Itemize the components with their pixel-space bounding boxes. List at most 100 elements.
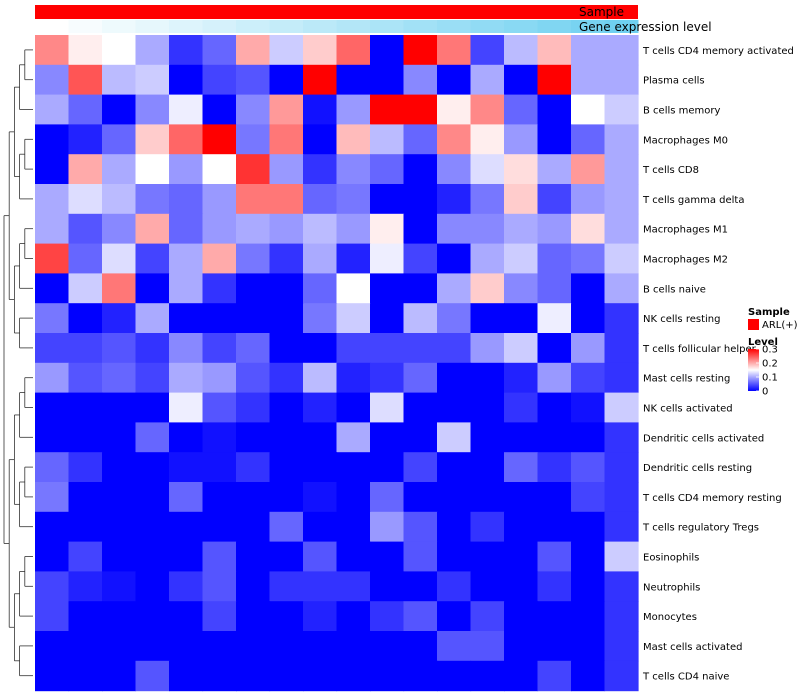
heatmap-cell	[470, 511, 505, 543]
heatmap-cell	[370, 64, 405, 96]
heatmap-cell	[102, 273, 137, 304]
heatmap-cell	[269, 333, 304, 364]
heatmap-cell	[504, 154, 539, 185]
heatmap-cell	[202, 631, 237, 662]
legend: Sample ARL(+) Level 0.3 0.2 0.1 0	[748, 307, 798, 398]
heatmap-cell	[336, 64, 371, 96]
heatmap-cell	[202, 184, 237, 215]
row-label: NK cells resting	[643, 314, 720, 325]
heatmap-cell	[135, 601, 170, 632]
heatmap-cell	[571, 64, 606, 96]
heatmap-cell	[571, 303, 606, 334]
heatmap-cell	[470, 571, 505, 602]
heatmap-cell	[269, 303, 304, 334]
legend-colorbar	[748, 349, 759, 391]
row-label: T cells gamma delta	[642, 195, 744, 206]
heatmap-cell	[504, 303, 539, 334]
heatmap-cell	[604, 541, 639, 572]
heatmap-cell	[169, 482, 204, 513]
heatmap-cell	[470, 124, 505, 155]
heatmap-cell	[403, 94, 438, 125]
sample-annotation-bar	[35, 5, 638, 19]
heatmap-cell	[135, 422, 170, 453]
heatmap-cell	[336, 452, 371, 483]
heatmap-cell	[269, 64, 304, 96]
heatmap-cell	[537, 362, 572, 394]
heatmap-cell	[370, 303, 405, 334]
row-label: NK cells activated	[643, 404, 733, 415]
heatmap-cell	[437, 601, 472, 632]
heatmap-cell	[269, 541, 304, 572]
gene-expression-annotation-cell	[537, 20, 572, 33]
heatmap-cell	[370, 154, 405, 185]
heatmap-cell	[504, 482, 539, 513]
heatmap-cell	[370, 94, 405, 125]
heatmap-cell	[303, 64, 338, 96]
heatmap-cell	[470, 213, 505, 245]
heatmap-cell	[303, 571, 338, 602]
row-label: Mast cells activated	[643, 642, 742, 653]
heatmap-cell	[336, 213, 371, 245]
heatmap-cell	[571, 541, 606, 572]
heatmap-cell	[102, 303, 137, 334]
heatmap-cell	[504, 541, 539, 572]
heatmap-cell	[102, 511, 137, 543]
heatmap-cell	[470, 631, 505, 662]
heatmap-cell	[336, 660, 371, 692]
row-label: B cells memory	[643, 106, 720, 117]
heatmap-cell	[403, 154, 438, 185]
heatmap-cell	[269, 273, 304, 304]
heatmap-cell	[135, 333, 170, 364]
heatmap-cell	[236, 64, 271, 96]
heatmap-cell	[236, 601, 271, 632]
heatmap-cell	[604, 571, 639, 602]
heatmap-cell	[370, 482, 405, 513]
heatmap-cell	[68, 541, 103, 572]
heatmap-cell	[437, 243, 472, 274]
heatmap-cell	[470, 422, 505, 453]
heatmap-cell	[470, 64, 505, 96]
heatmap-cell	[437, 631, 472, 662]
heatmap-cell	[35, 422, 70, 453]
heatmap-cell	[303, 213, 338, 245]
heatmap-cell	[437, 392, 472, 423]
heatmap-cell	[135, 64, 170, 96]
heatmap-cell	[370, 660, 405, 692]
heatmap-cell	[236, 213, 271, 245]
heatmap-cell	[537, 35, 572, 66]
heatmap-cell	[403, 184, 438, 215]
gene-expression-annotation-cell	[269, 20, 304, 33]
heatmap-cell	[35, 64, 70, 96]
heatmap-cell	[370, 333, 405, 364]
heatmap-cell	[303, 94, 338, 125]
heatmap-cell	[504, 571, 539, 602]
heatmap-cell	[269, 660, 304, 692]
heatmap-cell	[102, 94, 137, 125]
heatmap-cell	[169, 243, 204, 274]
heatmap-cell	[336, 184, 371, 215]
heatmap-cell	[102, 541, 137, 572]
heatmap-cell	[102, 124, 137, 155]
heatmap-cell	[403, 243, 438, 274]
heatmap-cell	[403, 571, 438, 602]
heatmap-cell	[604, 184, 639, 215]
heatmap-cell	[202, 124, 237, 155]
heatmap-cell	[537, 631, 572, 662]
heatmap-cell	[135, 213, 170, 245]
heatmap-cell	[504, 124, 539, 155]
heatmap-cell	[303, 511, 338, 543]
heatmap-cell	[102, 184, 137, 215]
heatmap-cell	[470, 362, 505, 394]
legend-ticks: 0.3 0.2 0.1 0	[756, 345, 778, 398]
heatmap-cell	[604, 631, 639, 662]
heatmap-cell	[202, 422, 237, 453]
heatmap-cell	[169, 601, 204, 632]
heatmap-cell	[537, 511, 572, 543]
heatmap-cell	[269, 422, 304, 453]
heatmap-cell	[202, 303, 237, 334]
heatmap-cell	[169, 35, 204, 66]
heatmap-cell	[68, 94, 103, 125]
heatmap-cell	[403, 333, 438, 364]
heatmap-cell	[303, 601, 338, 632]
heatmap-cell	[370, 422, 405, 453]
